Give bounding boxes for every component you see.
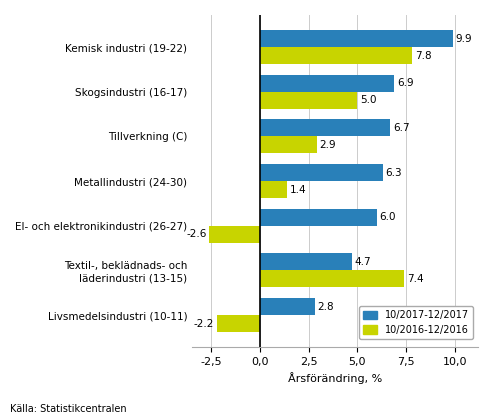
Text: 7.4: 7.4: [407, 274, 423, 284]
Bar: [260, 136, 317, 154]
Bar: [260, 47, 412, 64]
Text: 4.7: 4.7: [354, 257, 371, 267]
Bar: [260, 92, 357, 109]
Bar: [260, 209, 377, 226]
Text: -2.2: -2.2: [194, 319, 214, 329]
Bar: [260, 30, 453, 47]
Text: 2.8: 2.8: [317, 302, 334, 312]
Text: 6.3: 6.3: [386, 168, 402, 178]
Bar: [210, 226, 260, 243]
Legend: 10/2017-12/2017, 10/2016-12/2016: 10/2017-12/2017, 10/2016-12/2016: [359, 306, 473, 339]
Text: 6.0: 6.0: [380, 212, 396, 222]
Text: Källa: Statistikcentralen: Källa: Statistikcentralen: [10, 404, 127, 414]
Text: 5.0: 5.0: [360, 95, 377, 105]
Bar: [260, 253, 352, 270]
X-axis label: Årsförändring, %: Årsförändring, %: [288, 372, 382, 384]
Text: 1.4: 1.4: [290, 185, 307, 195]
Text: 6.7: 6.7: [393, 123, 410, 133]
Text: 6.9: 6.9: [397, 78, 414, 88]
Bar: [217, 315, 260, 332]
Bar: [260, 270, 404, 287]
Bar: [260, 298, 315, 315]
Text: 2.9: 2.9: [319, 140, 336, 150]
Bar: [260, 164, 383, 181]
Bar: [260, 75, 394, 92]
Text: 9.9: 9.9: [456, 34, 472, 44]
Text: 7.8: 7.8: [415, 51, 431, 61]
Text: -2.6: -2.6: [186, 229, 207, 239]
Bar: [260, 181, 287, 198]
Bar: [260, 119, 390, 136]
